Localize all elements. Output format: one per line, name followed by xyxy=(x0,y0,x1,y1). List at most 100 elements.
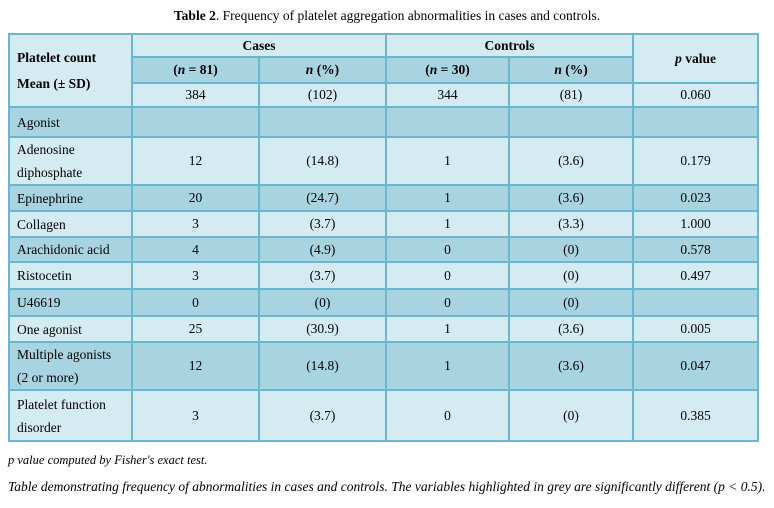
table-cell: 344 xyxy=(385,82,510,108)
table-cell: (3.7) xyxy=(258,389,387,442)
table-cell: 12 xyxy=(131,341,260,391)
table-cell: 1 xyxy=(385,341,510,391)
table-cell xyxy=(258,106,387,138)
table-cell: 0.060 xyxy=(632,82,760,108)
table-cell: (0) xyxy=(507,389,635,442)
table-row: Agonist xyxy=(8,106,760,138)
table-cell: 3 xyxy=(131,261,260,290)
row-label-line: Arachidonic acid xyxy=(17,242,110,257)
cases-pct-symbol: n xyxy=(305,62,314,77)
table-cell: 3 xyxy=(131,210,260,238)
col-subheader-cases-n: (n = 81) xyxy=(131,56,260,84)
table-row: Multiple agonists (2 or more) 12 (14.8) 1… xyxy=(8,341,760,391)
row-label: Epinephrine xyxy=(8,184,133,212)
table-cell: 0.497 xyxy=(632,261,760,290)
controls-n-symbol: n xyxy=(429,62,438,77)
col-group-controls: Controls xyxy=(384,33,635,58)
table-cell: 0.578 xyxy=(632,236,760,263)
page: Table 2. Frequency of platelet aggregati… xyxy=(8,8,766,494)
table-row: Collagen 3 (3.7) 1 (3.3) 1.000 xyxy=(8,210,760,238)
table-cell xyxy=(131,106,260,138)
cases-n-value: = 81) xyxy=(185,62,218,77)
table-cell: 0 xyxy=(385,236,510,263)
row-label-line: disorder xyxy=(17,419,62,435)
row-label-line: Collagen xyxy=(17,216,66,232)
row-label: Collagen xyxy=(8,210,133,238)
row-label: Adenosine diphosphate xyxy=(8,136,133,186)
row-label-line: (2 or more) xyxy=(17,370,79,385)
table-cell xyxy=(632,106,760,138)
header-subrow: (n = 81) n (%) (n = 30) n (%) xyxy=(9,56,758,84)
platelet-count-line1: Platelet count xyxy=(17,49,97,65)
row-label-line: Multiple agonists xyxy=(17,347,112,362)
cases-pct-label: (%) xyxy=(313,62,340,77)
table-cell: 1 xyxy=(385,210,510,238)
table-cell: (3.6) xyxy=(507,315,635,343)
table-cell: 384 xyxy=(131,82,260,108)
col-subheader-controls-n: (n = 30) xyxy=(385,56,510,84)
table-row: Platelet function disorder 3 (3.7) 0 (0) … xyxy=(8,389,760,442)
col-subheader-cases-pct: n (%) xyxy=(258,56,387,84)
table-cell: 1.000 xyxy=(632,210,760,238)
table-cell: 3 xyxy=(131,389,260,442)
table-cell: (14.8) xyxy=(258,136,387,186)
table-cell: 25 xyxy=(131,315,260,343)
table-cell: (30.9) xyxy=(258,315,387,343)
table-cell: (3.6) xyxy=(507,136,635,186)
platelet-count-line2: Mean (± SD) xyxy=(17,75,91,91)
col-subheader-controls-pct: n (%) xyxy=(507,56,635,84)
controls-n-value: = 30) xyxy=(437,62,470,77)
table-cell: (3.6) xyxy=(507,184,635,212)
table-row: Epinephrine 20 (24.7) 1 (3.6) 0.023 xyxy=(8,184,760,212)
table-cell: 1 xyxy=(385,315,510,343)
p-value-symbol: p xyxy=(675,50,682,66)
col-group-cases: Cases xyxy=(131,33,387,58)
cases-n-open: ( xyxy=(173,62,178,77)
footnote-caption: Table demonstrating frequency of abnorma… xyxy=(8,479,766,494)
table-cell: 0.047 xyxy=(632,341,760,391)
table-row: Adenosine diphosphate 12 (14.8) 1 (3.6) 0… xyxy=(8,136,760,186)
row-label: Agonist xyxy=(8,106,133,138)
row-label: Ristocetin xyxy=(8,261,133,290)
col-header-platelet-count: Platelet count Mean (± SD) xyxy=(8,33,133,108)
controls-pct-symbol: n xyxy=(554,62,562,77)
table-title: Table 2. Frequency of platelet aggregati… xyxy=(8,8,766,24)
controls-pct-label: (%) xyxy=(561,62,588,77)
table-cell: 1 xyxy=(385,136,510,186)
table-cell: (0) xyxy=(507,288,635,317)
table-cell: 0.023 xyxy=(632,184,760,212)
table-cell: 0 xyxy=(385,261,510,290)
row-label: Multiple agonists (2 or more) xyxy=(8,341,133,391)
table-cell: (14.8) xyxy=(258,341,387,391)
table-title-text: . Frequency of platelet aggregation abno… xyxy=(215,8,601,23)
table-cell: 0 xyxy=(385,389,510,442)
table-cell: (4.9) xyxy=(258,236,387,263)
table-cell: 0 xyxy=(131,288,260,317)
table-title-label: Table 2 xyxy=(173,8,216,23)
table-cell xyxy=(632,288,760,317)
row-label-line: diphosphate xyxy=(17,165,83,180)
footnote-fisher: p value computed by Fisher's exact test. xyxy=(8,453,208,467)
row-label: Arachidonic acid xyxy=(8,236,133,263)
table-cell: (24.7) xyxy=(258,184,387,212)
header-group-row: Platelet count Mean (± SD) Cases Controls… xyxy=(8,33,760,108)
table-cell: 0.385 xyxy=(632,389,760,442)
table-cell xyxy=(507,106,635,138)
mean-row: 384 (102) 344 (81) 0.060 xyxy=(9,82,760,108)
row-label: One agonist xyxy=(8,315,133,343)
table-row: U46619 0 (0) 0 (0) xyxy=(8,288,760,317)
table-cell: 20 xyxy=(131,184,260,212)
table-cell: (3.7) xyxy=(258,210,387,238)
row-label-line: Adenosine xyxy=(17,142,75,157)
p-value-word: value xyxy=(681,50,716,66)
row-label-line: One agonist xyxy=(17,321,82,337)
table-cell: 1 xyxy=(385,184,510,212)
table-cell: (3.6) xyxy=(507,341,635,391)
row-label: U46619 xyxy=(8,288,133,317)
table-cell: 4 xyxy=(131,236,260,263)
table-cell: 0 xyxy=(385,288,510,317)
row-label: Platelet function disorder xyxy=(8,389,133,442)
table-row: Arachidonic acid 4 (4.9) 0 (0) 0.578 xyxy=(8,236,760,263)
row-label-line: U46619 xyxy=(17,295,61,310)
table-cell: (81) xyxy=(507,82,635,108)
